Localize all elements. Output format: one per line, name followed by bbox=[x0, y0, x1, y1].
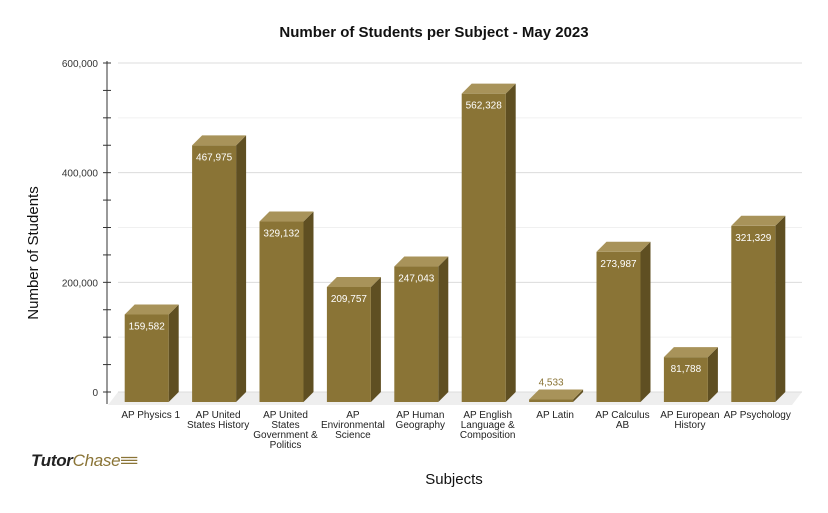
bar-side bbox=[573, 389, 584, 402]
x-tick-label: States bbox=[271, 420, 299, 431]
bar bbox=[596, 251, 641, 402]
data-label: 81,788 bbox=[671, 364, 702, 375]
bar bbox=[124, 314, 169, 402]
bar-side bbox=[707, 347, 718, 402]
bar bbox=[394, 266, 439, 402]
x-axis-label: Subjects bbox=[425, 471, 483, 488]
y-axis-label: Number of Students bbox=[25, 186, 42, 319]
data-label: 247,043 bbox=[398, 274, 435, 285]
bar-top bbox=[596, 241, 651, 252]
bar-side bbox=[303, 211, 314, 402]
bar-top bbox=[461, 83, 516, 94]
bar-side bbox=[505, 83, 516, 403]
x-tick-label: AP Physics 1 bbox=[121, 410, 180, 421]
bar-top bbox=[259, 211, 314, 222]
bar-top bbox=[326, 276, 381, 287]
bar-top bbox=[731, 215, 786, 226]
x-tick-label: AP Latin bbox=[536, 410, 574, 421]
x-tick-label: Environmental bbox=[321, 420, 385, 431]
data-label: 209,757 bbox=[331, 294, 368, 305]
data-label: 467,975 bbox=[196, 152, 233, 163]
x-tick-label: AP European bbox=[660, 410, 719, 421]
x-tick-label: Composition bbox=[460, 430, 516, 441]
bar-side bbox=[640, 241, 651, 402]
bar-top bbox=[663, 347, 718, 358]
bar-top bbox=[394, 256, 449, 267]
x-tick-label: AP bbox=[346, 410, 360, 421]
x-tick-label: Science bbox=[335, 430, 371, 441]
x-tick-label: AP English bbox=[463, 410, 512, 421]
bar-side bbox=[236, 135, 247, 402]
bar bbox=[731, 225, 776, 402]
bar bbox=[192, 145, 237, 402]
x-tick-label: Geography bbox=[396, 420, 445, 431]
y-tick-label: 200,000 bbox=[62, 278, 99, 289]
bar-top bbox=[124, 304, 179, 315]
data-label: 321,329 bbox=[735, 233, 772, 244]
data-label: 273,987 bbox=[600, 259, 637, 270]
tutorchase-logo: TutorChase≡≡ bbox=[31, 451, 138, 470]
data-label: 159,582 bbox=[129, 321, 166, 332]
bar-side bbox=[775, 215, 786, 402]
bar bbox=[529, 399, 574, 402]
x-tick-label: AB bbox=[616, 420, 630, 431]
bar-top bbox=[529, 389, 584, 400]
data-label: 4,533 bbox=[539, 378, 564, 389]
bar-side bbox=[370, 276, 381, 402]
x-tick-label: History bbox=[674, 420, 705, 431]
chart-title: Number of Students per Subject - May 202… bbox=[279, 24, 588, 41]
bar-top bbox=[192, 135, 247, 146]
x-tick-label: Politics bbox=[270, 440, 302, 451]
bar-side bbox=[438, 256, 449, 402]
x-tick-label: Language & bbox=[461, 420, 515, 431]
bar-side bbox=[168, 304, 179, 402]
bar bbox=[663, 357, 708, 402]
x-tick-label: Government & bbox=[253, 430, 318, 441]
bar bbox=[259, 221, 304, 402]
x-tick-label: AP Psychology bbox=[724, 410, 791, 421]
data-label: 562,328 bbox=[466, 101, 503, 112]
y-tick-label: 600,000 bbox=[62, 59, 99, 70]
bar bbox=[326, 286, 371, 402]
x-tick-label: States History bbox=[187, 420, 249, 431]
y-tick-label: 400,000 bbox=[62, 169, 99, 180]
x-tick-label: AP Human bbox=[396, 410, 444, 421]
bar bbox=[461, 93, 506, 403]
x-tick-label: AP United bbox=[196, 410, 241, 421]
x-tick-label: AP United bbox=[263, 410, 308, 421]
data-label: 329,132 bbox=[263, 229, 300, 240]
x-tick-label: AP Calculus bbox=[595, 410, 649, 421]
y-tick-label: 0 bbox=[92, 388, 98, 399]
